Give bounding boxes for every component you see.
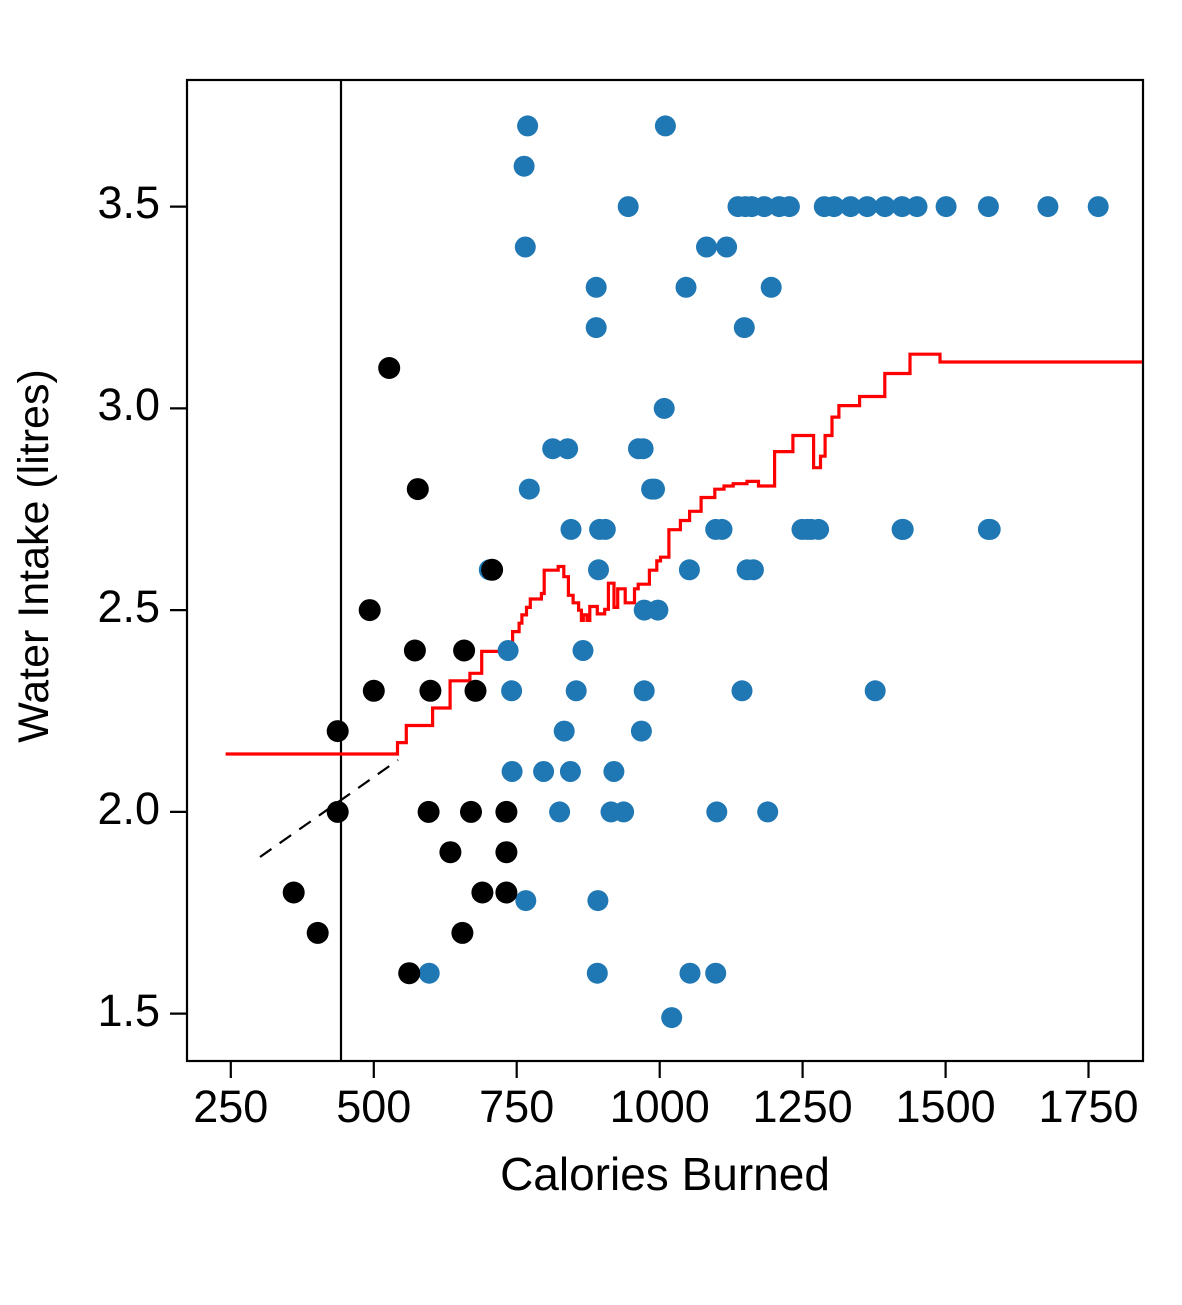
svg-text:250: 250 xyxy=(193,1081,268,1132)
svg-text:3.5: 3.5 xyxy=(97,177,160,228)
svg-text:Calories Burned: Calories Burned xyxy=(500,1148,830,1200)
svg-text:1500: 1500 xyxy=(896,1081,996,1132)
svg-text:1750: 1750 xyxy=(1038,1081,1138,1132)
svg-text:1250: 1250 xyxy=(753,1081,853,1132)
svg-text:750: 750 xyxy=(479,1081,554,1132)
svg-text:1000: 1000 xyxy=(610,1081,710,1132)
svg-text:1.5: 1.5 xyxy=(97,985,160,1036)
svg-text:Water Intake (litres): Water Intake (litres) xyxy=(10,369,58,743)
svg-text:2.5: 2.5 xyxy=(97,581,160,632)
svg-text:3.0: 3.0 xyxy=(97,379,160,430)
svg-text:500: 500 xyxy=(336,1081,411,1132)
svg-text:2.0: 2.0 xyxy=(97,783,160,834)
